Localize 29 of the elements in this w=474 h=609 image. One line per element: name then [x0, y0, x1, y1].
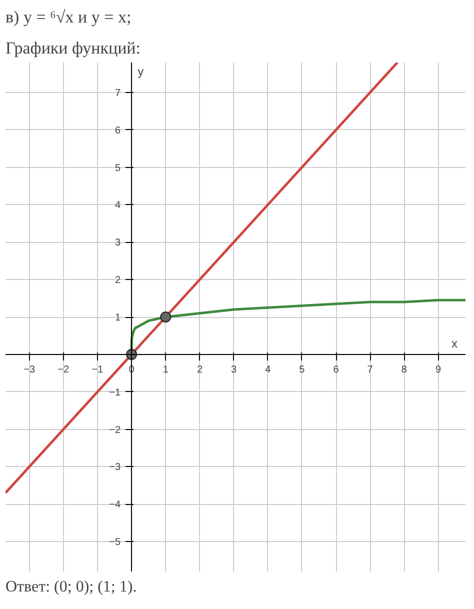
y-tick-label: 5	[115, 162, 122, 174]
y-tick-label: −3	[109, 462, 122, 474]
x-tick-label: 4	[265, 364, 272, 376]
y-tick-label: 7	[115, 88, 122, 99]
chart-title: в) y = ⁶√x и y = x;	[6, 8, 132, 26]
y-tick-label: −2	[109, 424, 122, 436]
y-tick-label: −4	[109, 500, 122, 511]
x-tick-label: 3	[231, 364, 238, 376]
y-axis-title: y	[138, 64, 144, 78]
y-tick-label: 3	[115, 238, 122, 249]
x-tick-label: −2	[58, 364, 70, 376]
y-tick-label: 6	[115, 125, 122, 136]
y-tick-label: −1	[109, 387, 122, 398]
x-tick-label: 2	[196, 364, 203, 376]
x-tick-label: 5	[299, 364, 306, 376]
x-tick-label: 9	[435, 364, 442, 376]
y-tick-label: −5	[109, 537, 122, 548]
text: Ответ: (0; 0); (1; 1).	[6, 578, 137, 596]
y-tick-label: 2	[115, 275, 122, 286]
x-tick-label: 7	[367, 364, 374, 376]
x-tick-label: −3	[24, 364, 36, 376]
x-tick-label: −1	[92, 364, 104, 376]
x-tick-label: 6	[333, 364, 340, 376]
x-tick-label: 8	[401, 364, 408, 376]
x-tick-label: 1	[162, 364, 169, 376]
x-axis-title: x	[452, 336, 458, 350]
y-tick-label: 4	[115, 200, 122, 212]
chart-subtitle: Графики функций:	[6, 38, 140, 58]
y-tick-label: 1	[115, 312, 122, 324]
